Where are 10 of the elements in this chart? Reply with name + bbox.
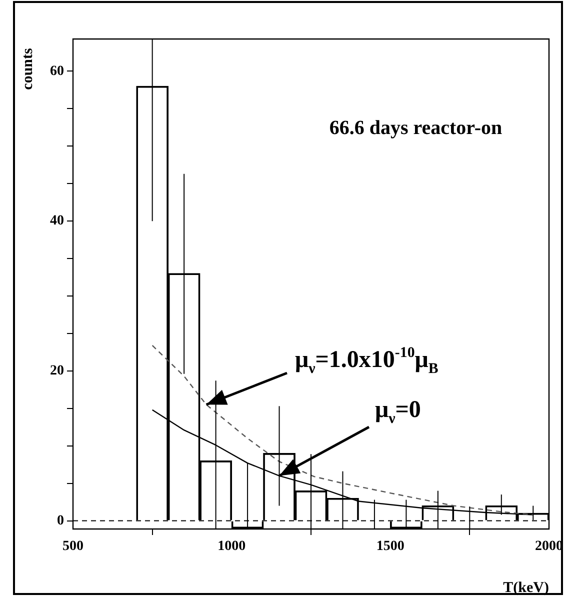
x-tick-label: 500	[62, 539, 84, 554]
y-tick-label: 60	[50, 64, 64, 79]
text: 66.6 days reactor-on	[329, 117, 502, 139]
y-tick-label: 40	[50, 214, 64, 229]
y-tick-label: 0	[57, 513, 64, 528]
y-axis-title: counts	[20, 48, 36, 90]
x-tick-label: 1500	[376, 539, 404, 554]
y-tick-label: 20	[50, 364, 64, 379]
x-tick-label: 1000	[218, 539, 246, 554]
x-axis-title: T(keV)	[503, 580, 550, 596]
